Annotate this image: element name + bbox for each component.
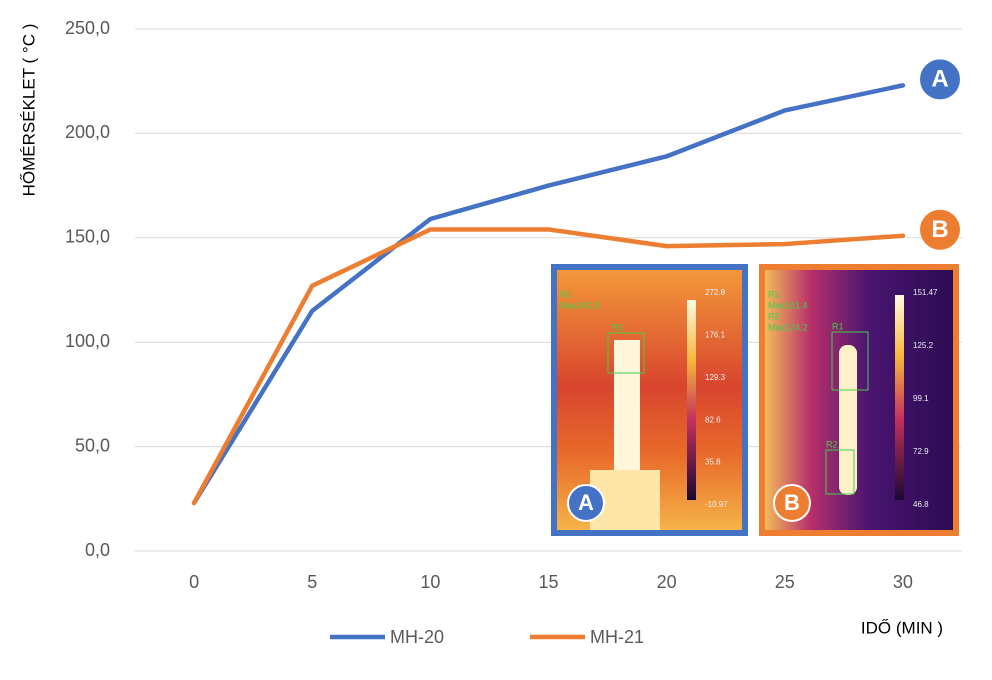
region-box-label: R1 — [832, 321, 844, 331]
inset-badge — [773, 484, 811, 522]
x-tick-label: 0 — [189, 572, 199, 592]
region-box — [607, 332, 645, 374]
scale-label: 125.2 — [913, 341, 934, 350]
y-tick-label: 200,0 — [65, 122, 110, 142]
scale-label: 272.8 — [705, 288, 726, 297]
y-axis-title: HŐMÉRSÉKLET ( °C ) — [19, 24, 38, 197]
y-tick-label: 0,0 — [85, 540, 110, 560]
scale-label: 151.47 — [913, 288, 938, 297]
x-tick-label: 5 — [307, 572, 317, 592]
region-box — [825, 449, 855, 495]
y-tick-label: 100,0 — [65, 331, 110, 351]
region-label: Max151.4 — [768, 300, 808, 310]
scale-label: 46.8 — [913, 500, 929, 509]
region-label: Max242.8 — [560, 300, 600, 310]
region-label: R1 — [560, 289, 572, 299]
scale-label: 176.1 — [705, 331, 726, 340]
series-line — [191, 227, 906, 506]
x-axis-title: IDŐ (MIN ) — [861, 618, 943, 637]
inset-badge — [567, 484, 605, 522]
inset-badge-label: A — [578, 490, 594, 515]
x-tick-label: 20 — [657, 572, 677, 592]
inset-a — [551, 264, 748, 536]
annotation-badge — [920, 59, 960, 100]
scale-label: 35.8 — [705, 458, 721, 467]
series-line — [191, 83, 906, 506]
region-box — [831, 331, 869, 391]
x-tick-label: 10 — [420, 572, 440, 592]
region-label: R1 — [768, 289, 780, 299]
plot-area: 0,0 50,0 100,0 150,0 200,0 250,0 0 5 10 15 20 25 30 — [65, 18, 962, 592]
scale-label: 129.3 — [705, 373, 726, 382]
annotation-badge — [920, 209, 960, 250]
legend-label: MH-20 — [390, 627, 444, 647]
y-tick-label: 250,0 — [65, 18, 110, 38]
y-tick-label: 50,0 — [75, 435, 110, 455]
thermal-scale — [687, 300, 696, 500]
thermal-object — [839, 345, 857, 495]
scale-label: -10.97 — [705, 500, 728, 509]
annotation-label: B — [931, 216, 948, 243]
inset-badge-label: B — [784, 490, 800, 515]
region-label: R2 — [768, 311, 780, 321]
scale-label: 82.6 — [705, 415, 721, 424]
legend-label: MH-21 — [590, 627, 644, 647]
y-tick-label: 150,0 — [65, 227, 110, 247]
scale-label: 72.9 — [913, 447, 929, 456]
region-box-label: R1 — [612, 322, 624, 332]
region-label: Max124.2 — [768, 322, 808, 332]
scale-label: 99.1 — [913, 394, 929, 403]
x-tick-label: 25 — [775, 572, 795, 592]
x-tick-label: 30 — [893, 572, 913, 592]
thermal-scale — [895, 295, 904, 500]
annotation-label: A — [931, 66, 948, 93]
region-box-label: R2 — [826, 439, 838, 449]
x-tick-label: 15 — [538, 572, 558, 592]
